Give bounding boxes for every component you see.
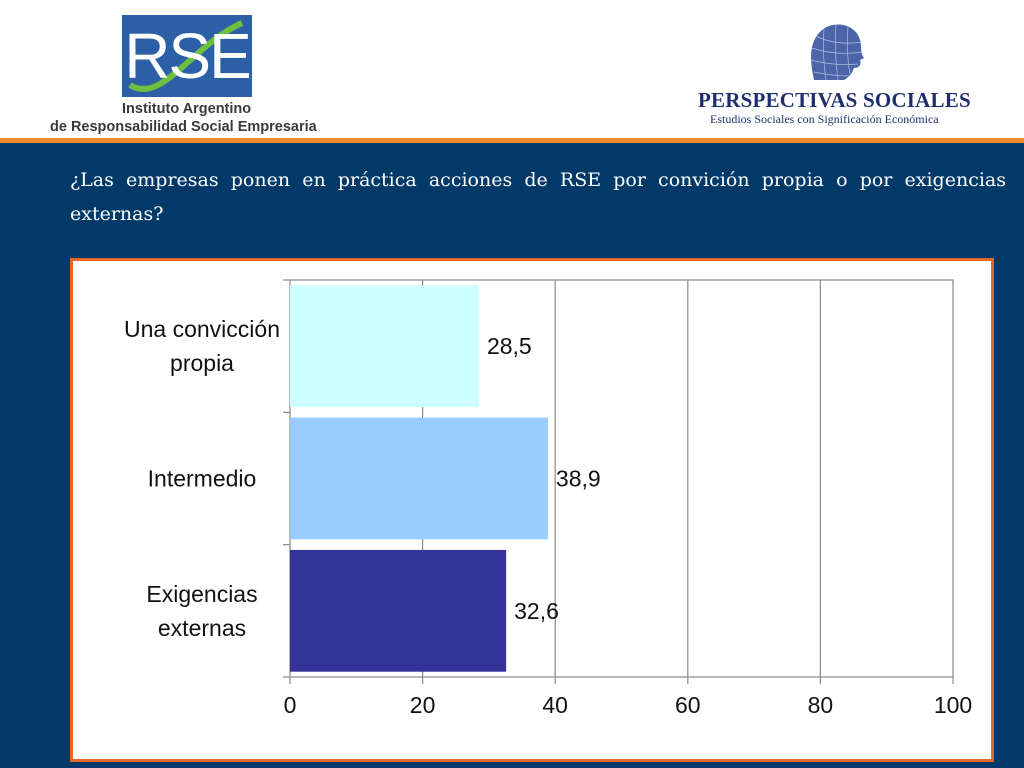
slide-question: ¿Las empresas ponen en práctica acciones… (70, 169, 1006, 225)
value-label: 28,5 (487, 333, 532, 359)
rse-swoosh-icon (128, 20, 244, 92)
bar (290, 417, 548, 540)
bar-chart: 0 20 40 60 80 100 28,5 Una convicción propia 38,9… (124, 279, 972, 718)
bar (290, 549, 507, 672)
rse-name-line2: de Responsabilidad Social Empresaria (50, 119, 317, 135)
x-tick-label: 0 (284, 692, 297, 718)
bar (290, 285, 479, 408)
ps-head-logo-icon (809, 23, 864, 81)
x-tick-label: 60 (675, 692, 701, 718)
header-divider (0, 138, 1024, 143)
x-tick-label: 20 (410, 692, 436, 718)
ps-subtitle: Estudios Sociales con Significación Econ… (710, 112, 939, 126)
rse-logo-text: RSE (124, 20, 252, 92)
ps-title: PERSPECTIVAS SOCIALES (698, 88, 971, 112)
category-label: Una convicción (124, 316, 280, 342)
value-label: 38,9 (556, 466, 601, 492)
chart-frame: 0 20 40 60 80 100 28,5 Una convicción propia 38,9… (70, 258, 994, 762)
value-label: 32,6 (514, 598, 559, 624)
category-label: externas (158, 615, 246, 641)
x-tick-label: 100 (934, 692, 972, 718)
x-tick-label: 40 (542, 692, 568, 718)
rse-name-line1: Instituto Argentino (122, 101, 252, 117)
category-label: Intermedio (148, 466, 257, 492)
rse-logo: RSE (122, 15, 252, 97)
category-label: Exigencias (146, 581, 257, 607)
x-tick-label: 80 (808, 692, 834, 718)
category-label: propia (170, 350, 234, 376)
